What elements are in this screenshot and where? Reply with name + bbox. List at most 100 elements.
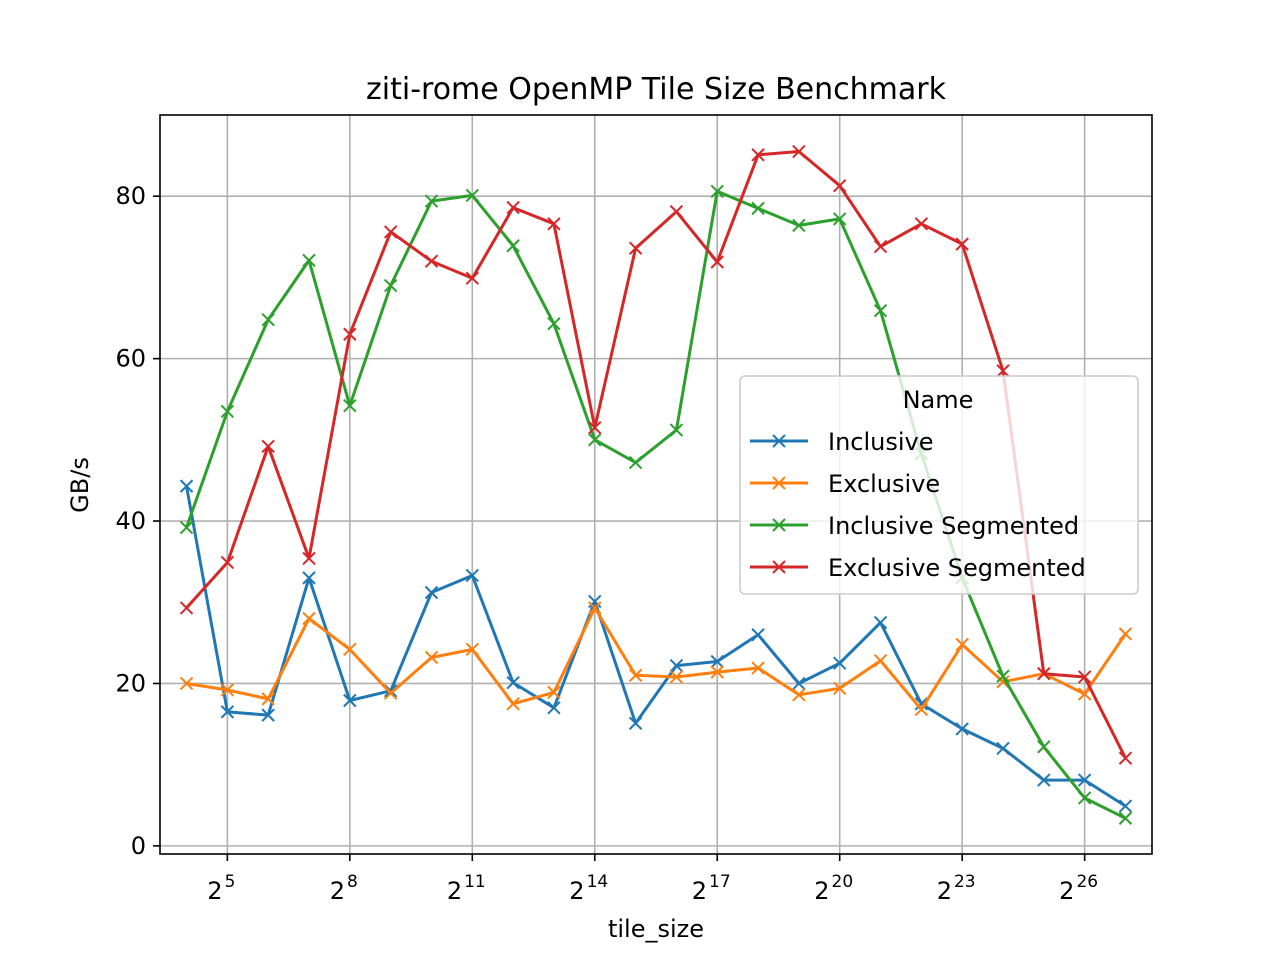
data-point-exclusive-segmented bbox=[1077, 670, 1092, 684]
data-point-exclusive bbox=[547, 685, 561, 700]
y-axis-label: GB/s bbox=[66, 457, 94, 513]
data-point-exclusive-segmented bbox=[751, 148, 765, 162]
data-point-exclusive bbox=[628, 668, 643, 683]
data-point-inclusive bbox=[424, 585, 439, 600]
data-point-inclusive-segmented bbox=[465, 188, 480, 203]
data-point-exclusive bbox=[220, 683, 235, 697]
x-tick-exponent: 20 bbox=[832, 872, 854, 892]
data-point-exclusive-segmented bbox=[1037, 667, 1051, 681]
data-point-inclusive-segmented bbox=[424, 194, 439, 208]
data-point-inclusive bbox=[465, 568, 480, 583]
data-point-exclusive bbox=[873, 654, 888, 668]
data-point-inclusive-segmented bbox=[996, 669, 1010, 683]
legend-label-inclusive-segmented: Inclusive Segmented bbox=[828, 512, 1079, 540]
series-line-exclusive bbox=[186, 606, 1127, 711]
data-point-inclusive bbox=[506, 675, 520, 690]
legend-title: Name bbox=[903, 386, 974, 414]
data-point-inclusive-segmented bbox=[1037, 740, 1051, 754]
data-point-exclusive-segmented bbox=[914, 217, 929, 231]
data-point-inclusive-segmented bbox=[628, 455, 643, 470]
data-point-exclusive-segmented bbox=[873, 239, 888, 254]
data-point-inclusive-segmented bbox=[1077, 791, 1092, 805]
data-point-exclusive bbox=[1118, 627, 1133, 641]
data-point-inclusive bbox=[261, 708, 275, 722]
series-line-inclusive bbox=[185, 485, 1127, 808]
series-line-exclusive-segmented bbox=[185, 150, 1127, 759]
data-point-exclusive-segmented bbox=[588, 420, 602, 435]
plot-area-frame bbox=[159, 114, 1153, 855]
data-point-exclusive-segmented bbox=[383, 225, 398, 239]
data-point-exclusive bbox=[710, 665, 724, 679]
legend-marker-exclusive-segmented bbox=[772, 560, 786, 574]
data-point-exclusive-segmented bbox=[710, 255, 724, 269]
x-axis-label: tile_size bbox=[608, 915, 704, 943]
data-point-exclusive-segmented bbox=[628, 241, 643, 255]
data-point-exclusive bbox=[261, 692, 275, 706]
legend: Name Inclusive Exclusive Inclusive Segmente… bbox=[739, 375, 1139, 595]
data-point-inclusive-segmented bbox=[302, 253, 316, 268]
data-point-exclusive-segmented bbox=[343, 327, 357, 341]
data-point-exclusive bbox=[751, 661, 765, 675]
data-point-exclusive-segmented bbox=[832, 178, 847, 193]
data-point-inclusive bbox=[220, 705, 235, 719]
data-point-inclusive bbox=[1037, 773, 1051, 787]
data-point-inclusive-segmented bbox=[179, 520, 194, 535]
data-point-exclusive-segmented bbox=[424, 254, 439, 268]
data-point-exclusive-segmented bbox=[669, 204, 684, 219]
data-point-inclusive bbox=[547, 701, 561, 715]
data-point-exclusive bbox=[955, 637, 969, 652]
data-point-inclusive-segmented bbox=[1118, 811, 1133, 825]
data-point-inclusive-segmented bbox=[669, 423, 684, 437]
data-point-inclusive-segmented bbox=[547, 316, 561, 331]
data-point-exclusive bbox=[343, 642, 357, 657]
legend-label-inclusive: Inclusive bbox=[828, 428, 934, 456]
data-point-exclusive-segmented bbox=[547, 217, 561, 231]
series-exclusive-segmented bbox=[179, 144, 1133, 765]
data-point-inclusive bbox=[343, 693, 357, 708]
data-point-exclusive bbox=[832, 681, 847, 696]
series-exclusive bbox=[179, 601, 1133, 717]
data-point-exclusive-segmented bbox=[506, 200, 520, 215]
data-point-inclusive bbox=[873, 615, 888, 630]
data-point-inclusive bbox=[955, 722, 969, 736]
data-point-inclusive-segmented bbox=[383, 278, 398, 293]
data-point-exclusive-segmented bbox=[955, 237, 969, 251]
data-point-inclusive-segmented bbox=[220, 404, 235, 419]
data-point-inclusive-segmented bbox=[261, 312, 275, 327]
y-tick-label: 20 bbox=[115, 669, 146, 697]
data-point-inclusive-segmented bbox=[751, 201, 765, 216]
data-point-inclusive-segmented bbox=[588, 433, 602, 447]
data-point-exclusive-segmented bbox=[220, 555, 235, 570]
data-point-inclusive-segmented bbox=[832, 212, 847, 226]
data-point-inclusive bbox=[1118, 799, 1133, 813]
data-point-inclusive bbox=[710, 654, 724, 669]
x-tick-exponent: 26 bbox=[1076, 872, 1098, 892]
data-point-inclusive-segmented bbox=[792, 218, 806, 233]
data-point-inclusive-segmented bbox=[710, 184, 724, 199]
data-point-exclusive bbox=[792, 688, 806, 702]
data-point-inclusive-segmented bbox=[343, 399, 357, 413]
data-point-exclusive bbox=[179, 676, 194, 691]
data-point-exclusive bbox=[465, 642, 480, 657]
data-point-inclusive bbox=[302, 571, 316, 585]
data-point-inclusive-segmented bbox=[506, 239, 520, 253]
data-point-exclusive-segmented bbox=[996, 364, 1010, 378]
legend-box bbox=[739, 375, 1139, 595]
x-tick-exponent: 14 bbox=[587, 872, 609, 892]
data-point-exclusive-segmented bbox=[302, 551, 316, 566]
legend-marker-inclusive bbox=[772, 434, 786, 448]
data-point-inclusive bbox=[751, 628, 765, 642]
data-point-exclusive bbox=[383, 686, 398, 700]
legend-label-exclusive: Exclusive bbox=[828, 470, 940, 498]
data-point-exclusive-segmented bbox=[792, 144, 806, 159]
legend-marker-exclusive bbox=[772, 476, 786, 490]
data-point-exclusive bbox=[302, 611, 316, 626]
data-point-inclusive bbox=[832, 656, 847, 670]
data-point-inclusive bbox=[792, 676, 806, 691]
legend-label-exclusive-segmented: Exclusive Segmented bbox=[828, 554, 1086, 582]
x-tick-exponent: 11 bbox=[464, 872, 486, 892]
data-point-exclusive-segmented bbox=[179, 601, 194, 615]
data-point-exclusive bbox=[669, 670, 684, 684]
y-tick-label: 80 bbox=[115, 182, 146, 210]
